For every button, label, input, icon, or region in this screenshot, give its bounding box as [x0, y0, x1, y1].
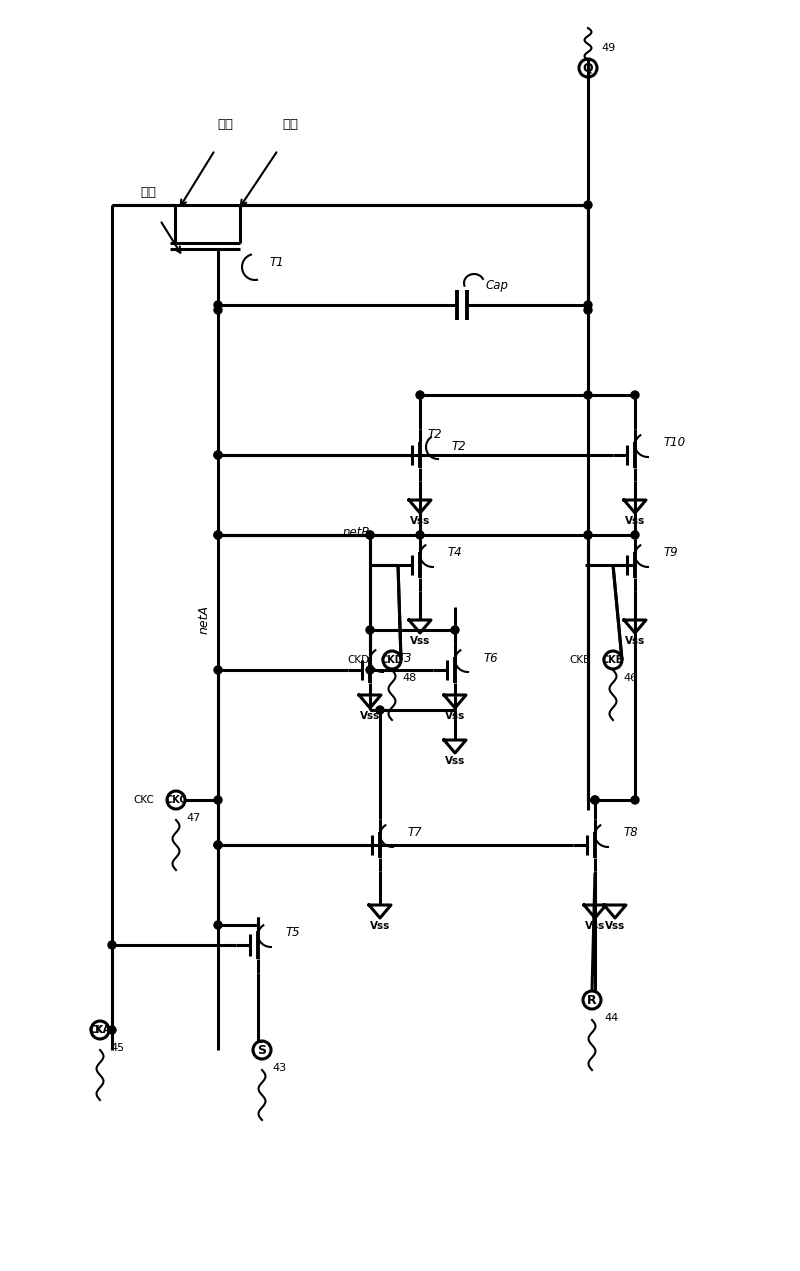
Text: 源极: 源极 [217, 118, 233, 131]
Circle shape [214, 531, 222, 539]
Text: CKD: CKD [348, 655, 370, 665]
Circle shape [214, 921, 222, 929]
Circle shape [631, 391, 639, 399]
Circle shape [214, 666, 222, 674]
Circle shape [214, 306, 222, 314]
Text: 45: 45 [110, 1043, 124, 1052]
Text: T9: T9 [663, 547, 678, 559]
Circle shape [584, 391, 592, 399]
Text: 48: 48 [402, 674, 416, 683]
Text: Q: Q [582, 61, 594, 75]
Text: T1: T1 [270, 255, 285, 268]
Text: T4: T4 [448, 547, 462, 559]
Circle shape [366, 531, 374, 539]
Text: CKC: CKC [133, 794, 154, 805]
Text: CKB: CKB [570, 655, 591, 665]
Circle shape [214, 451, 222, 459]
Circle shape [591, 796, 599, 805]
Circle shape [366, 627, 374, 634]
Circle shape [584, 531, 592, 539]
Circle shape [366, 531, 374, 539]
Text: CKA: CKA [90, 1024, 110, 1035]
Text: Vss: Vss [625, 516, 645, 526]
Circle shape [584, 301, 592, 309]
Text: 49: 49 [601, 43, 615, 53]
Circle shape [214, 841, 222, 849]
Text: T2: T2 [452, 441, 466, 454]
Circle shape [584, 201, 592, 208]
Text: CKA: CKA [89, 1024, 111, 1035]
Text: Vss: Vss [625, 636, 645, 646]
Text: Vss: Vss [445, 710, 465, 721]
Text: Vss: Vss [410, 636, 430, 646]
Circle shape [108, 1026, 116, 1035]
Text: netB: netB [342, 526, 370, 539]
Text: CKC: CKC [165, 794, 187, 805]
Text: T2: T2 [427, 428, 442, 441]
Text: T7: T7 [408, 826, 422, 840]
Circle shape [214, 841, 222, 849]
Circle shape [366, 666, 374, 674]
Text: Vss: Vss [605, 921, 625, 930]
Circle shape [631, 531, 639, 539]
Text: T10: T10 [663, 436, 685, 450]
Text: CKB: CKB [602, 655, 624, 665]
Text: Cap: Cap [486, 278, 509, 291]
Text: T8: T8 [623, 826, 638, 840]
Text: T3: T3 [398, 652, 413, 665]
Text: netA: netA [198, 605, 210, 634]
Text: 44: 44 [604, 1013, 618, 1023]
Text: CKD: CKD [381, 655, 403, 665]
Circle shape [416, 531, 424, 539]
Text: T5: T5 [286, 927, 301, 939]
Text: 47: 47 [186, 813, 200, 824]
Text: Vss: Vss [445, 756, 465, 766]
Text: 43: 43 [272, 1063, 286, 1073]
Text: Vss: Vss [585, 921, 605, 930]
Circle shape [376, 705, 384, 714]
Circle shape [214, 451, 222, 459]
Circle shape [416, 391, 424, 399]
Circle shape [451, 627, 459, 634]
Circle shape [584, 531, 592, 539]
Text: Vss: Vss [410, 516, 430, 526]
Circle shape [214, 796, 222, 805]
Text: 栅极: 栅极 [140, 187, 156, 200]
Circle shape [214, 301, 222, 309]
Circle shape [631, 796, 639, 805]
Text: 漏极: 漏极 [282, 118, 298, 131]
Text: Vss: Vss [360, 710, 380, 721]
Text: Vss: Vss [370, 921, 390, 930]
Circle shape [214, 531, 222, 539]
Text: S: S [258, 1043, 266, 1056]
Circle shape [584, 306, 592, 314]
Circle shape [108, 941, 116, 949]
Text: 46: 46 [623, 674, 637, 683]
Circle shape [591, 796, 599, 805]
Text: T6: T6 [483, 652, 498, 665]
Text: R: R [587, 994, 597, 1007]
